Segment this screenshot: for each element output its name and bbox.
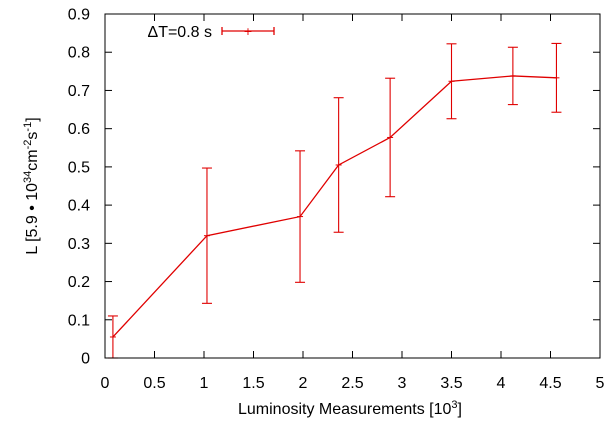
y-axis-title: L [5.9 • 1034cm-2s-1] bbox=[22, 117, 41, 254]
y-tick-label: 0.2 bbox=[68, 274, 90, 291]
x-tick-label: 4 bbox=[497, 375, 506, 392]
x-tick-label: 3 bbox=[398, 375, 407, 392]
y-tick-label: 0.8 bbox=[68, 45, 90, 62]
plot-frame bbox=[104, 13, 601, 359]
x-tick-label: 0.5 bbox=[143, 375, 165, 392]
y-tick-label: 0.6 bbox=[68, 121, 90, 138]
x-axis-title: Luminosity Measurements [103] bbox=[238, 399, 462, 418]
x-tick-label: 2 bbox=[299, 375, 308, 392]
x-tick-label: 5 bbox=[596, 375, 605, 392]
x-tick-label: 1.5 bbox=[242, 375, 264, 392]
error-bars bbox=[107, 42, 562, 359]
y-tick-label: 0.4 bbox=[68, 198, 90, 215]
x-tick-label: 1 bbox=[200, 375, 209, 392]
x-tick-label: 0 bbox=[101, 375, 110, 392]
legend-point-marker: + bbox=[243, 25, 252, 38]
x-tick-label: 3.5 bbox=[440, 375, 462, 392]
legend: ΔT=0.8 s + bbox=[148, 24, 275, 41]
y-tick-label: 0.9 bbox=[68, 7, 90, 24]
y-tick-label: 0.7 bbox=[68, 83, 90, 100]
legend-label: ΔT=0.8 s bbox=[148, 24, 213, 41]
y-tick-label: 0.5 bbox=[68, 159, 90, 176]
x-tick-label: 2.5 bbox=[341, 375, 363, 392]
tick-labels: 0 0.5 1 1.5 2 2.5 3 3.5 4 4.5 5 0 0.1 0.2 0.3 0.4 0.5 0.6… bbox=[68, 7, 605, 393]
y-tick-label: 0.1 bbox=[68, 312, 90, 329]
data-points bbox=[109, 75, 560, 338]
axis-ticks bbox=[104, 13, 601, 359]
x-tick-label: 4.5 bbox=[539, 375, 561, 392]
y-tick-label: 0 bbox=[81, 351, 90, 368]
y-tick-label: 0.3 bbox=[68, 236, 90, 253]
series-line bbox=[112, 75, 557, 338]
